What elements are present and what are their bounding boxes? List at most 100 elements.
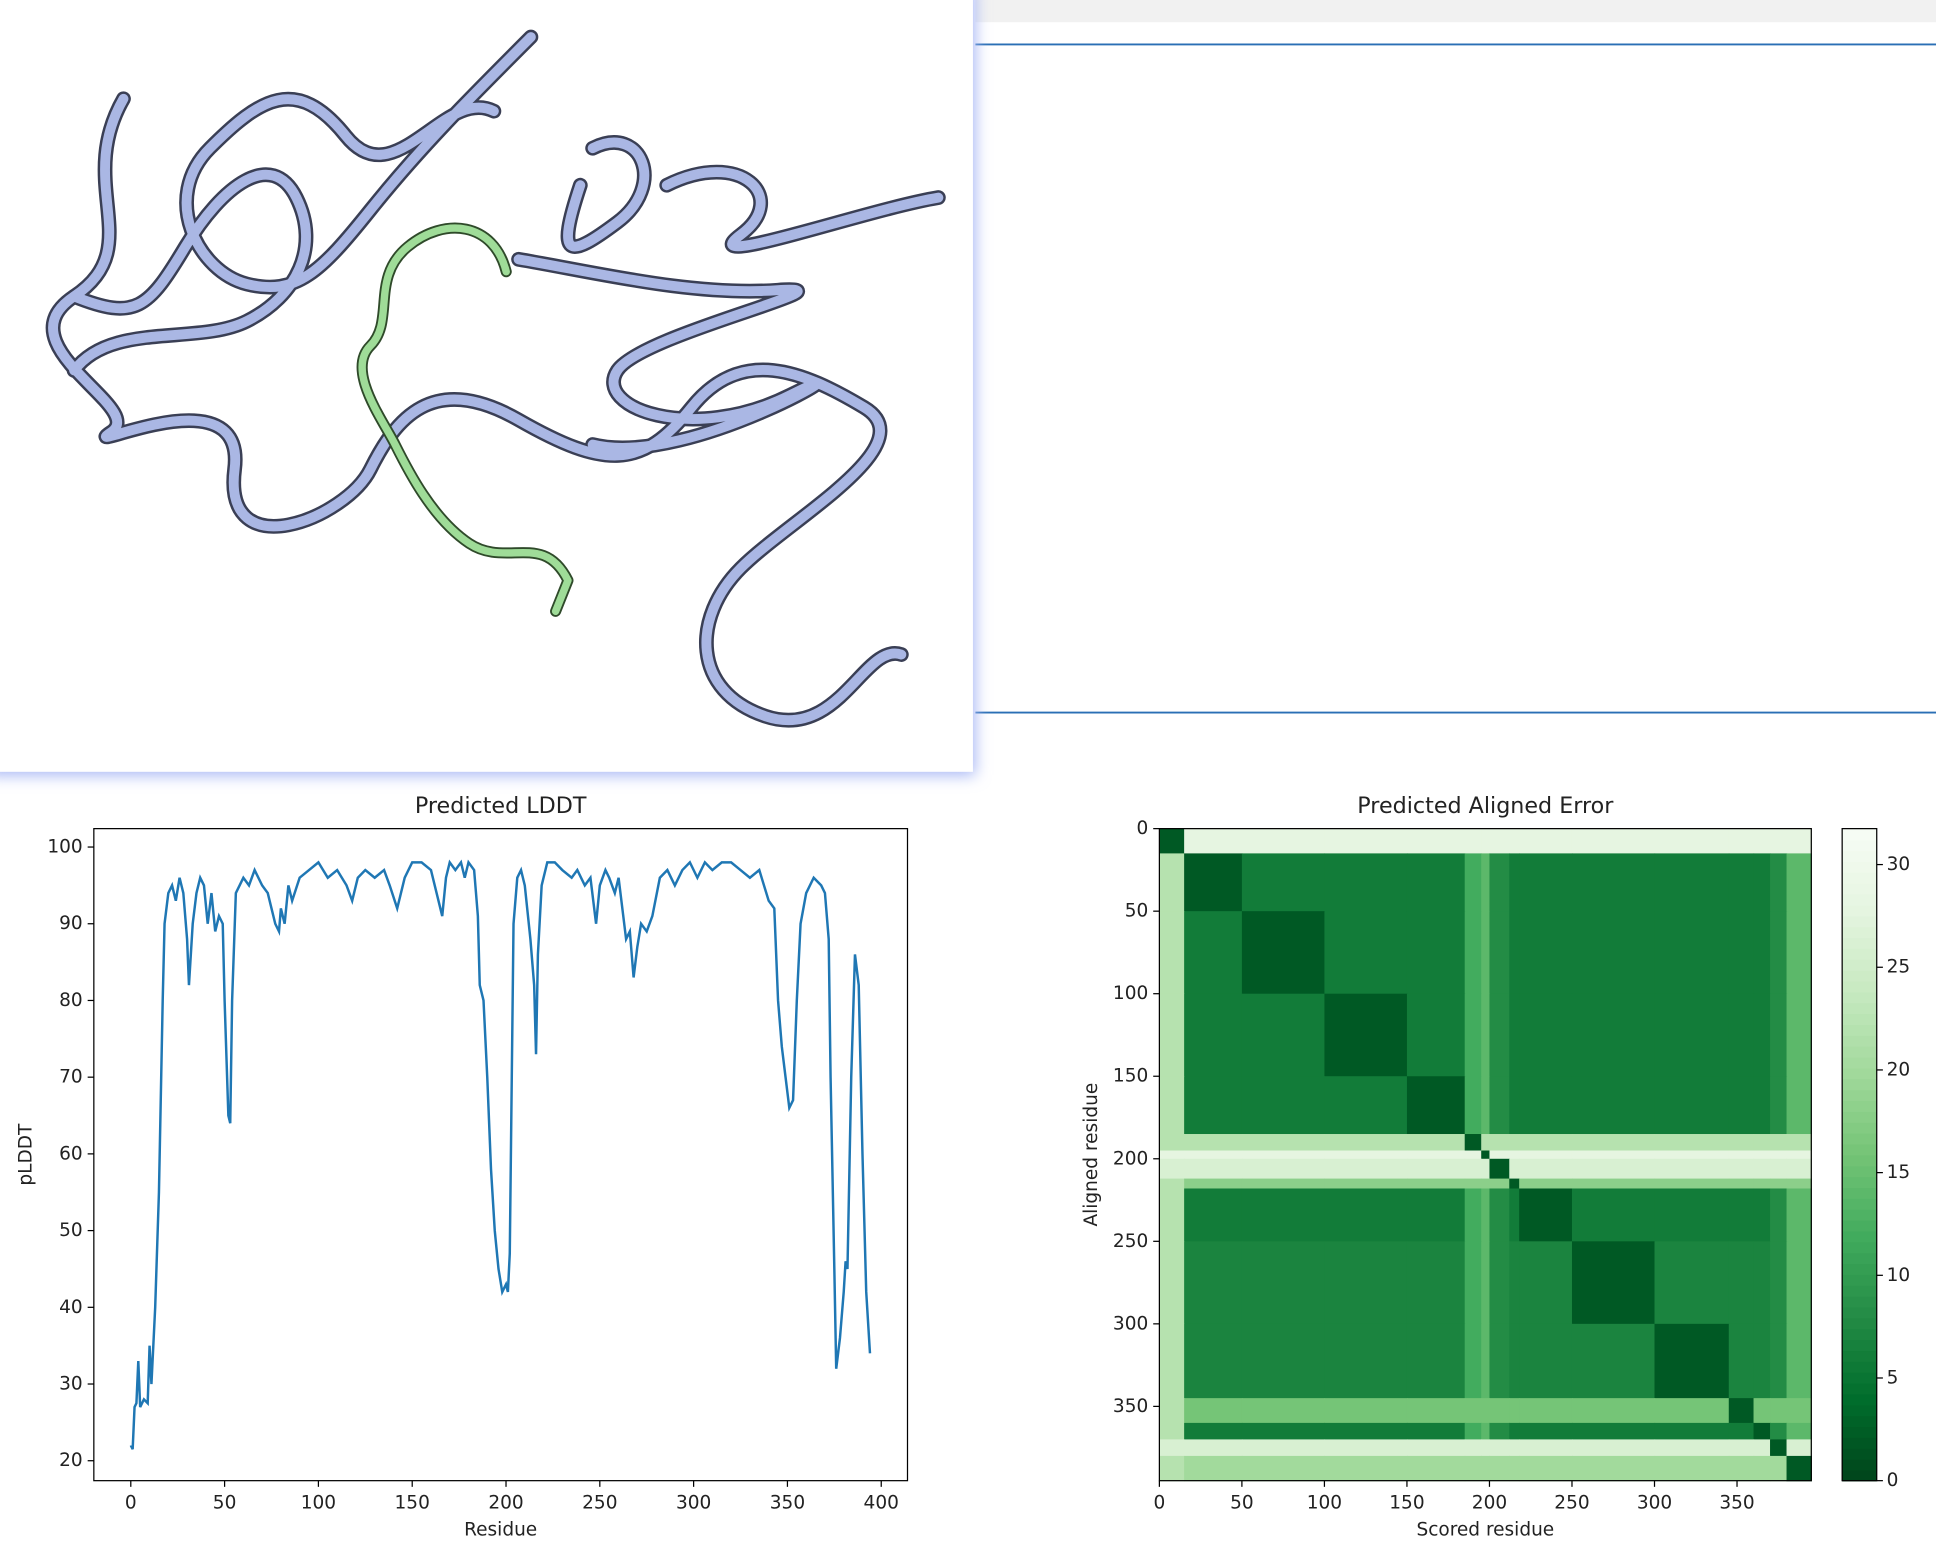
- heatmap-cell: [1753, 1455, 1771, 1482]
- heatmap-cell: [1324, 1439, 1408, 1457]
- heatmap-cell: [1770, 1134, 1788, 1152]
- heatmap-cell: [1464, 1178, 1482, 1190]
- heatmap-cell: [1184, 1422, 1243, 1441]
- y-axis-label: Aligned residue: [1081, 1083, 1102, 1227]
- colorbar-step: [1842, 926, 1877, 939]
- heatmap-cell: [1753, 828, 1771, 855]
- heatmap-cell: [1489, 1422, 1510, 1441]
- x-tick-label: 350: [1719, 1492, 1754, 1513]
- colorbar-tick-label: 0: [1887, 1470, 1899, 1491]
- heatmap-cell: [1571, 1188, 1656, 1242]
- heatmap-cell: [1324, 1323, 1408, 1399]
- heatmap-cell: [1654, 1076, 1730, 1135]
- x-tick-label: 50: [213, 1492, 237, 1513]
- colorbar-step: [1842, 1122, 1877, 1134]
- colorbar-step: [1842, 1165, 1877, 1178]
- heatmap-cell: [1324, 1076, 1408, 1135]
- x-tick-label: 150: [1389, 1492, 1424, 1513]
- heatmap-cell: [1184, 1455, 1243, 1482]
- colorbar-step: [1842, 1078, 1877, 1091]
- heatmap-cell: [1184, 1158, 1243, 1180]
- heatmap-cell: [1753, 1076, 1771, 1135]
- heatmap-cell: [1241, 1323, 1326, 1399]
- heatmap-cell: [1241, 1188, 1326, 1242]
- heatmap-cell: [1753, 1241, 1771, 1325]
- heatmap-cell: [1786, 1323, 1812, 1399]
- heatmap-cell: [1406, 993, 1466, 1077]
- y-tick-label: 50: [59, 1220, 83, 1241]
- x-tick-label: 100: [301, 1492, 336, 1513]
- heatmap-cell: [1571, 911, 1656, 995]
- colorbar-step: [1842, 1230, 1877, 1243]
- y-tick-label: 20: [59, 1450, 83, 1471]
- heatmap-cell: [1519, 1241, 1573, 1325]
- x-axis-label: Residue: [464, 1520, 537, 1541]
- heatmap-cell: [1184, 1323, 1243, 1399]
- heatmap-cell: [1481, 1422, 1491, 1441]
- heatmap-cell: [1406, 1422, 1466, 1441]
- heatmap-cell: [1489, 828, 1510, 855]
- toolbar-strip: [975, 0, 1936, 23]
- heatmap-cell: [1481, 1076, 1491, 1135]
- heatmap-cell: [1786, 911, 1812, 995]
- heatmap-cell: [1241, 1455, 1326, 1482]
- colorbar-frame: [1841, 828, 1878, 1482]
- heatmap-cell: [1571, 1076, 1656, 1135]
- heatmap-cell: [1519, 1076, 1573, 1135]
- heatmap-cell: [1481, 1188, 1491, 1242]
- heatmap-cell: [1509, 1323, 1520, 1399]
- heatmap-cell: [1654, 828, 1730, 855]
- colorbar-step: [1842, 1469, 1877, 1482]
- heatmap-cell: [1406, 1398, 1466, 1424]
- heatmap-cell: [1241, 1241, 1326, 1325]
- colorbar-step: [1842, 839, 1877, 852]
- heatmap-cell: [1654, 1398, 1730, 1424]
- heatmap-cell: [1728, 1422, 1755, 1441]
- heatmap-cell: [1184, 1134, 1243, 1152]
- heatmap-cell: [1519, 1134, 1573, 1152]
- heatmap-cell: [1489, 1241, 1510, 1325]
- heatmap-cell: [1184, 911, 1243, 995]
- heatmap-cell: [1406, 1150, 1466, 1160]
- heatmap-cell: [1184, 1241, 1243, 1325]
- heatmap-cell: [1728, 1241, 1755, 1325]
- heatmap-cell: [1489, 1323, 1510, 1399]
- heatmap-cell: [1489, 1158, 1510, 1180]
- heatmap-cell: [1753, 1178, 1771, 1190]
- heatmap-cell: [1324, 993, 1408, 1077]
- y-tick-label: 30: [59, 1374, 83, 1395]
- colorbar-step: [1842, 1371, 1877, 1384]
- heatmap-cell: [1184, 828, 1243, 855]
- heatmap-cell: [1753, 1188, 1771, 1242]
- heatmap-cell: [1241, 993, 1326, 1077]
- heatmap-cell: [1654, 1134, 1730, 1152]
- heatmap-cell: [1519, 911, 1573, 995]
- heatmap-cell: [1324, 1455, 1408, 1482]
- x-tick-label: 0: [1153, 1492, 1165, 1513]
- heatmap-cell: [1770, 1178, 1788, 1190]
- heatmap-cell: [1770, 1439, 1788, 1457]
- heatmap-cell: [1786, 1134, 1812, 1152]
- colorbar-step: [1842, 872, 1877, 884]
- heatmap-cell: [1770, 1398, 1788, 1424]
- heatmap-cell: [1786, 993, 1812, 1077]
- heatmap-cell: [1519, 1158, 1573, 1180]
- heatmap-cell: [1184, 1178, 1243, 1190]
- heatmap-cell: [1159, 1158, 1185, 1180]
- heatmap-cell: [1406, 1439, 1466, 1457]
- heatmap-cell: [1509, 1134, 1520, 1152]
- heatmap-cell: [1509, 1398, 1520, 1424]
- colorbar-step: [1842, 1393, 1877, 1406]
- heatmap-cell: [1481, 1241, 1491, 1325]
- heatmap-cell: [1489, 1398, 1510, 1424]
- heatmap-cell: [1728, 993, 1755, 1077]
- heatmap-cell: [1753, 1439, 1771, 1457]
- heatmap-cell: [1509, 828, 1520, 855]
- heatmap-cell: [1786, 1188, 1812, 1242]
- heatmap-cell: [1728, 828, 1755, 855]
- heatmap-cell: [1786, 1241, 1812, 1325]
- heatmap-cell: [1406, 828, 1466, 855]
- heatmap-cell: [1654, 1323, 1730, 1399]
